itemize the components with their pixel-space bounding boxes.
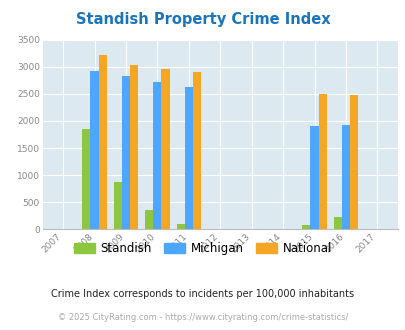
- Bar: [349, 95, 357, 229]
- Bar: [145, 210, 153, 229]
- Bar: [153, 82, 161, 229]
- Bar: [341, 125, 349, 229]
- Bar: [161, 69, 169, 229]
- Bar: [82, 129, 90, 229]
- Bar: [310, 126, 318, 229]
- Bar: [333, 217, 341, 229]
- Bar: [302, 225, 310, 229]
- Bar: [122, 76, 130, 229]
- Bar: [98, 55, 107, 229]
- Legend: Standish, Michigan, National: Standish, Michigan, National: [69, 237, 336, 260]
- Bar: [184, 87, 192, 229]
- Bar: [130, 65, 138, 229]
- Bar: [113, 182, 121, 229]
- Bar: [318, 94, 326, 229]
- Text: Crime Index corresponds to incidents per 100,000 inhabitants: Crime Index corresponds to incidents per…: [51, 289, 354, 299]
- Text: Standish Property Crime Index: Standish Property Crime Index: [75, 12, 330, 26]
- Bar: [176, 224, 184, 229]
- Bar: [90, 71, 98, 229]
- Text: © 2025 CityRating.com - https://www.cityrating.com/crime-statistics/: © 2025 CityRating.com - https://www.city…: [58, 313, 347, 322]
- Bar: [192, 72, 200, 229]
